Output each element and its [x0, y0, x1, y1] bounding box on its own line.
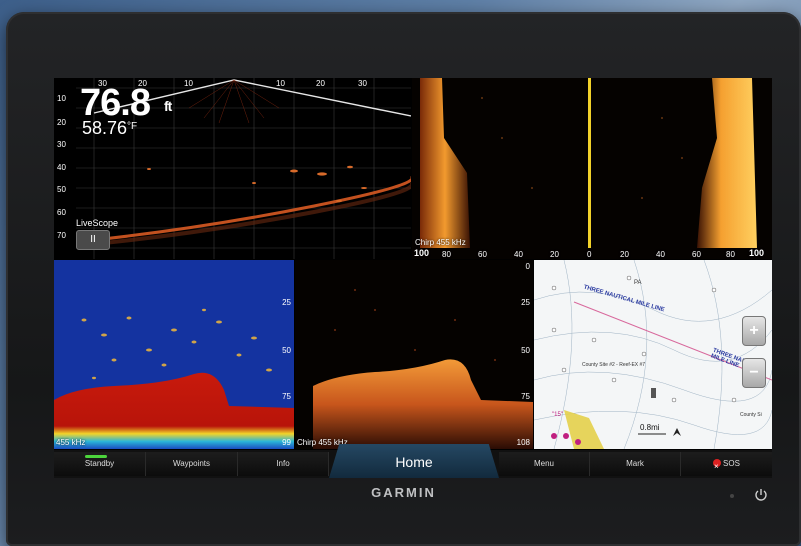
ss-scale-4: 20	[550, 250, 559, 259]
ss-scale-0: 100	[414, 248, 430, 258]
display-screen: 30 20 10 10 20 30 10 20 30 40 50 60 70 7…	[54, 78, 772, 478]
sos-button[interactable]: SOS	[681, 452, 772, 478]
brand-logo: GARMIN	[371, 485, 436, 500]
livescope-mode-label: LiveScope	[76, 218, 119, 228]
chirp-image	[313, 289, 533, 449]
water-temperature: 58.76°F	[82, 118, 137, 139]
zoom-out-button[interactable]: −	[742, 358, 766, 388]
chirp-depth-50: 50	[521, 346, 530, 355]
ss-scale-7: 40	[656, 250, 665, 259]
home-button[interactable]: Home	[329, 444, 499, 478]
ss-scale-2: 60	[478, 250, 487, 259]
depth-readout: 76.8 ft	[80, 82, 172, 125]
sonar-image	[54, 308, 294, 449]
scale-top-4: 10	[276, 79, 285, 88]
ss-scale-9: 80	[726, 250, 735, 259]
sos-label: SOS	[723, 459, 740, 468]
sonar-depth-25: 25	[282, 298, 291, 307]
mark-button[interactable]: Mark	[590, 452, 681, 476]
scale-top-5: 20	[316, 79, 325, 88]
traditional-sonar-pane[interactable]: 25 50 75 99 455 kHz	[54, 260, 294, 449]
depth-30: 30	[57, 140, 66, 149]
scale-top-2: 20	[138, 79, 147, 88]
depth-unit: ft	[164, 98, 172, 114]
ss-scale-6: 20	[620, 250, 629, 259]
ss-scale-3: 40	[514, 250, 523, 259]
sonar-depth-50: 50	[282, 346, 291, 355]
sonar-frequency-label: 455 kHz	[56, 438, 86, 447]
chart-buoy-label: "15"	[552, 412, 563, 418]
depth-50: 50	[57, 185, 66, 194]
temp-unit: °F	[127, 121, 138, 132]
chart-site-label: County Site #2 - Reef-EX #7	[582, 362, 646, 368]
depth-10: 10	[57, 94, 66, 103]
ss-scale-8: 60	[692, 250, 701, 259]
standby-label: Standby	[84, 459, 115, 468]
pause-button[interactable]: II	[76, 230, 110, 250]
scale-top-1: 30	[98, 79, 107, 88]
menu-button[interactable]: Menu	[499, 452, 590, 476]
sidescan-image	[420, 78, 757, 248]
chart-right-site: County Si	[740, 412, 762, 418]
navigation-chart-pane[interactable]: THREE NAUTICAL MILE LINE THREE NAUTICAL …	[534, 260, 772, 449]
bottom-toolbar: Standby Waypoints Info Home Menu Mark SO…	[54, 444, 772, 478]
sidescan-pane[interactable]: Chirp 455 kHz 100 80 60 40 20 0 20 40 60…	[412, 78, 772, 259]
depth-20: 20	[57, 118, 66, 127]
chirp-sonar-pane[interactable]: 0 25 50 75 108 Chirp 455 kHz	[295, 260, 533, 449]
chirp-depth-0: 0	[525, 262, 530, 271]
scale-top-6: 30	[358, 79, 367, 88]
depth-70: 70	[57, 231, 66, 240]
temp-value: 58.76	[82, 118, 128, 138]
depth-value: 76.8	[80, 82, 151, 124]
scale-top-3: 10	[184, 79, 193, 88]
ss-scale-10: 100	[749, 248, 765, 258]
sidescan-frequency-label: Chirp 455 kHz	[415, 238, 466, 247]
chirp-depth-25: 25	[521, 298, 530, 307]
chirp-depth-bottom: 108	[516, 438, 530, 447]
livescope-pane[interactable]: 30 20 10 10 20 30 10 20 30 40 50 60 70 7…	[54, 78, 411, 259]
chartplotter-device: 30 20 10 10 20 30 10 20 30 40 50 60 70 7…	[6, 12, 801, 546]
depth-60: 60	[57, 208, 66, 217]
standby-button[interactable]: Standby	[54, 452, 146, 476]
ss-scale-5: 0	[587, 250, 592, 259]
waypoints-button[interactable]: Waypoints	[146, 452, 238, 476]
info-button[interactable]: Info	[238, 452, 329, 476]
depth-40: 40	[57, 163, 66, 172]
ss-scale-1: 80	[442, 250, 451, 259]
chart-scale-label: 0.8mi	[640, 423, 660, 432]
standby-indicator	[85, 455, 107, 458]
sonar-depth-bottom: 99	[282, 438, 291, 447]
sos-icon	[713, 455, 722, 478]
status-led	[730, 494, 734, 498]
sonar-depth-75: 75	[282, 392, 291, 401]
zoom-in-button[interactable]: +	[742, 316, 766, 346]
livescope-grid	[76, 78, 411, 259]
chart-pa-marker: PA	[634, 280, 642, 286]
chart-map	[534, 260, 772, 449]
power-icon[interactable]	[754, 488, 768, 502]
chirp-frequency-label: Chirp 455 kHz	[297, 438, 348, 447]
chirp-depth-75: 75	[521, 392, 530, 401]
